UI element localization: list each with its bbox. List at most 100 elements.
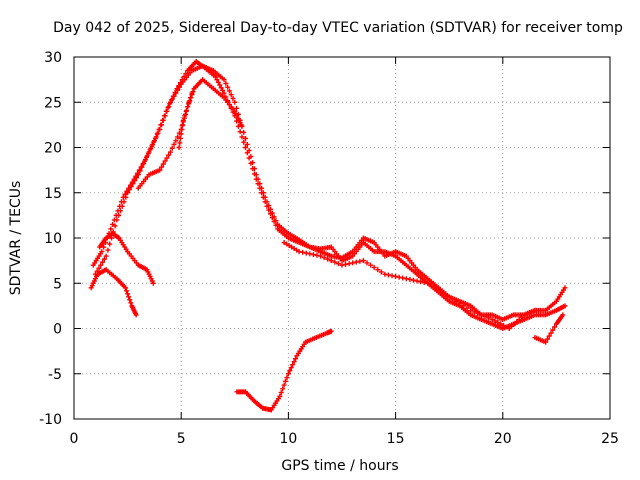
track-end-dip <box>532 312 566 345</box>
data-point <box>103 253 109 259</box>
data-point <box>164 155 170 161</box>
data-point <box>166 104 172 110</box>
data-point <box>175 134 181 140</box>
track-main-a <box>90 59 568 331</box>
data-point <box>410 277 416 283</box>
data-point <box>501 322 507 328</box>
data-point <box>159 164 165 170</box>
data-point <box>287 368 293 374</box>
data-point <box>246 148 252 154</box>
data-point <box>217 82 223 88</box>
data-point <box>128 184 134 190</box>
data-point <box>150 280 156 286</box>
data-point <box>332 259 338 265</box>
data-point <box>108 226 114 232</box>
axis-ticks <box>73 56 611 420</box>
data-point <box>260 190 266 196</box>
data-point <box>214 77 220 83</box>
data-point <box>162 113 168 119</box>
data-point <box>169 96 175 102</box>
data-point <box>176 145 182 150</box>
data-point <box>159 122 165 128</box>
data-point <box>234 105 240 111</box>
data-point <box>464 305 470 311</box>
data-point <box>288 365 294 371</box>
data-point <box>183 108 189 114</box>
data-point <box>266 203 272 209</box>
data-point <box>560 312 566 318</box>
data-point <box>243 145 249 150</box>
data-point <box>107 241 113 247</box>
data-point <box>134 175 140 181</box>
data-point <box>139 164 145 170</box>
data-point <box>257 181 263 187</box>
data-point <box>126 187 132 193</box>
data-point <box>177 135 183 141</box>
data-point <box>428 283 434 289</box>
y-axis-title: SDTVAR / TECUs <box>8 181 24 296</box>
data-point <box>550 327 556 333</box>
data-point <box>223 80 229 86</box>
data-point <box>425 280 431 286</box>
data-point <box>157 167 163 173</box>
data-point <box>264 199 270 205</box>
data-point <box>385 272 391 278</box>
data-point <box>182 113 188 119</box>
data-point <box>353 259 359 265</box>
data-point <box>251 166 257 172</box>
data-point <box>294 247 300 253</box>
y-tick-label: 20 <box>44 141 62 157</box>
data-point <box>271 214 277 220</box>
data-point <box>289 244 295 250</box>
data-point <box>239 134 245 140</box>
data-point <box>123 194 129 200</box>
data-point <box>281 382 287 388</box>
data-point <box>335 261 341 267</box>
data-point <box>460 303 466 309</box>
data-point <box>546 333 552 339</box>
data-point <box>371 264 377 270</box>
track-branch-a <box>97 230 156 286</box>
data-point <box>154 131 160 137</box>
data-point <box>291 359 297 365</box>
data-point <box>181 74 187 80</box>
data-point <box>121 199 127 205</box>
track-main-d <box>176 90 195 150</box>
y-tick-label: 25 <box>44 95 62 111</box>
data-point <box>250 160 256 166</box>
data-point <box>173 90 179 96</box>
x-axis-title: GPS time / hours <box>281 458 398 474</box>
tick-labels: 0 5 10 15 20 25 -10 -5 0 5 10 15 20 25 30 <box>39 50 619 447</box>
data-point <box>393 273 399 279</box>
data-point <box>146 149 152 155</box>
data-point <box>230 95 236 101</box>
data-point <box>457 301 463 307</box>
data-point <box>310 252 316 258</box>
data-point <box>269 210 275 216</box>
data-point <box>179 126 185 132</box>
data-point <box>228 92 234 98</box>
data-point <box>389 273 395 279</box>
data-point <box>514 319 520 325</box>
data-point <box>509 323 515 329</box>
data-point <box>492 318 498 324</box>
data-point <box>127 297 133 303</box>
data-point <box>171 141 177 147</box>
data-point <box>142 157 148 163</box>
data-point <box>221 77 227 83</box>
data-point <box>117 208 123 214</box>
data-point <box>543 339 549 345</box>
data-point <box>124 288 130 294</box>
data-points <box>88 59 568 413</box>
data-point <box>293 356 299 362</box>
data-point <box>291 246 297 252</box>
data-point <box>475 310 481 316</box>
data-point <box>162 158 168 164</box>
data-point <box>234 118 240 124</box>
data-point <box>414 278 420 284</box>
data-point <box>130 181 136 187</box>
data-point <box>506 326 512 331</box>
data-point <box>99 249 105 255</box>
data-point <box>100 259 106 265</box>
